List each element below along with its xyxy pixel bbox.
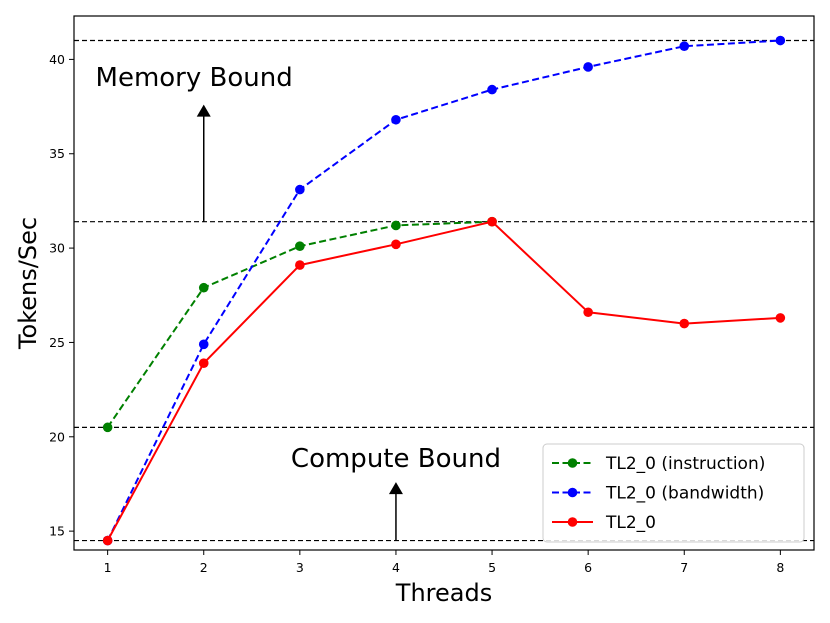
y-tick-label: 40 — [49, 52, 65, 67]
data-point — [487, 84, 497, 95]
data-point — [775, 35, 786, 46]
legend-label: TL2_0 (bandwidth) — [605, 484, 764, 504]
data-point — [679, 318, 690, 329]
data-point — [391, 220, 401, 231]
x-tick-label: 2 — [200, 560, 208, 575]
y-axis-ticks: 15 20 25 30 35 40 — [49, 52, 74, 539]
data-point — [198, 358, 209, 368]
x-tick-label: 3 — [296, 560, 304, 575]
annotation-layer: Memory Bound Compute Bound — [96, 63, 501, 541]
x-axis-ticks: 1 2 3 4 5 6 7 8 — [104, 550, 784, 575]
series-layer — [102, 35, 786, 546]
y-tick-label: 30 — [49, 241, 65, 256]
x-axis-label: Threads — [395, 579, 492, 607]
x-tick-label: 1 — [104, 560, 112, 575]
data-point — [295, 241, 305, 252]
data-point — [102, 535, 113, 546]
y-tick-label: 15 — [49, 524, 65, 539]
data-point — [102, 422, 113, 433]
legend-label: TL2_0 — [605, 513, 656, 533]
data-point — [583, 62, 593, 72]
series-line — [106, 220, 781, 542]
legend-box — [542, 443, 805, 543]
y-tick-label: 20 — [49, 429, 65, 444]
x-tick-label: 4 — [392, 560, 400, 575]
data-point — [198, 282, 209, 293]
y-tick-label: 25 — [49, 335, 65, 350]
x-tick-label: 7 — [680, 560, 688, 575]
plot-frame — [73, 15, 815, 551]
data-point — [198, 339, 209, 350]
series-line — [106, 39, 781, 542]
x-tick-label: 6 — [584, 560, 592, 575]
data-point — [775, 313, 786, 323]
legend: TL2_0 (instruction) TL2_0 (bandwidth) TL2_… — [542, 443, 805, 543]
y-tick-label: 35 — [49, 146, 65, 161]
annotation-text: Memory Bound — [96, 63, 293, 93]
data-point — [295, 260, 305, 270]
series-2 — [102, 216, 786, 546]
legend-marker — [567, 458, 578, 468]
annotation-text: Compute Bound — [291, 444, 501, 474]
data-point — [583, 307, 593, 318]
series-0 — [102, 216, 497, 433]
annotation-arrow-head — [196, 104, 211, 117]
data-point — [391, 114, 401, 125]
data-point — [295, 184, 305, 195]
data-point — [679, 41, 690, 51]
data-point — [487, 216, 497, 227]
x-tick-label: 8 — [776, 560, 784, 575]
legend-label: TL2_0 (instruction) — [605, 454, 765, 474]
y-axis-label: Tokens/Sec — [14, 217, 42, 350]
legend-marker — [567, 517, 578, 527]
series-line — [106, 220, 493, 428]
data-point — [391, 239, 401, 250]
x-tick-label: 5 — [488, 560, 496, 575]
annotation-arrow-head — [388, 482, 403, 495]
legend-marker — [567, 487, 578, 498]
